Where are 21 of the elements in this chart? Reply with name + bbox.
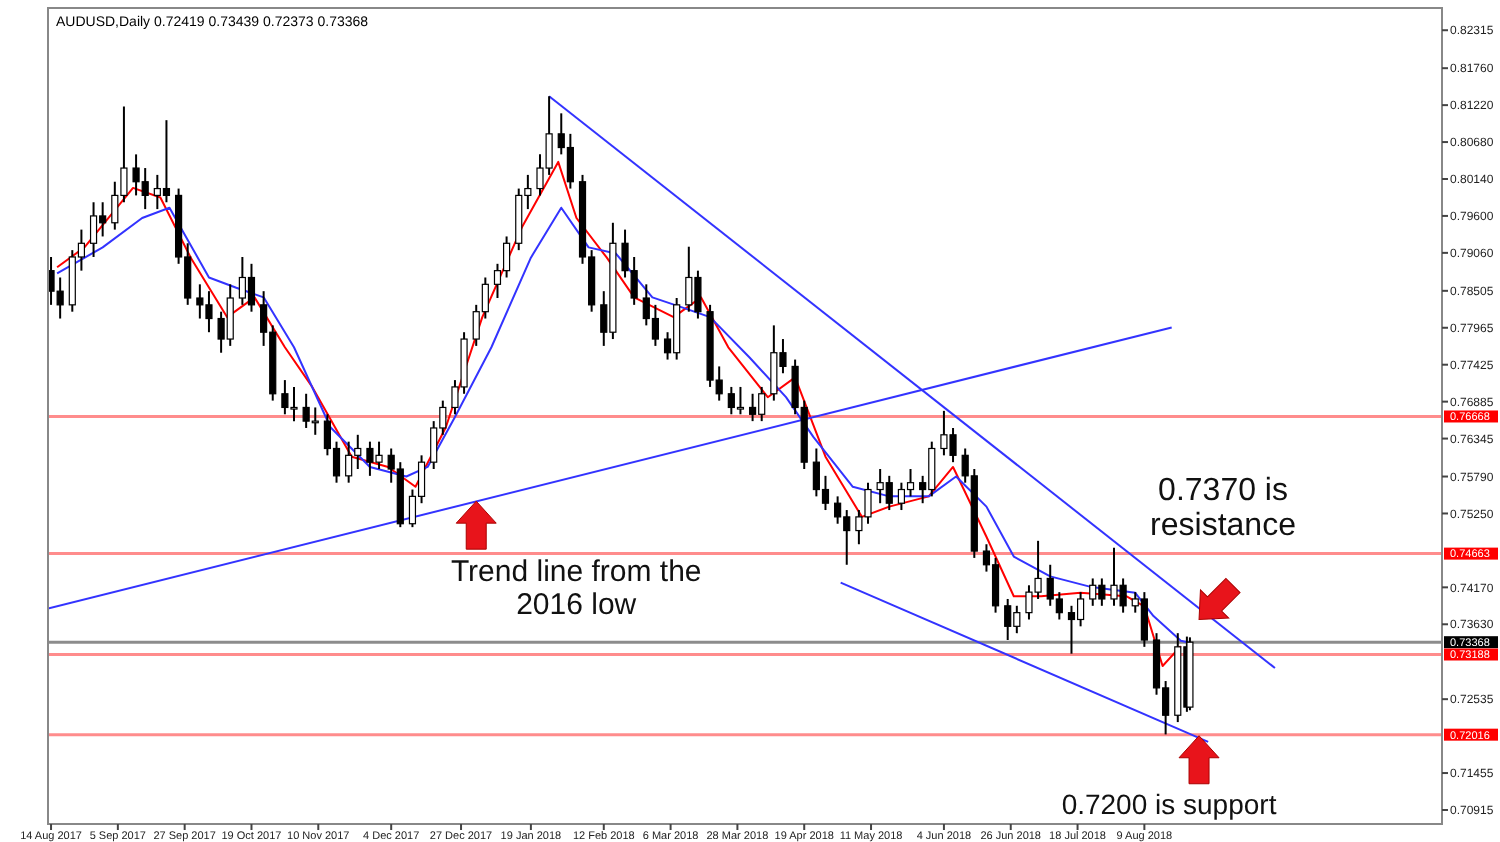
candlestick (1067, 604, 1076, 655)
annotation: 0.7200 is support (1061, 787, 1277, 820)
candlestick (89, 201, 98, 258)
candlestick (906, 468, 915, 498)
candlestick (566, 132, 574, 190)
candlestick (502, 235, 511, 279)
annotation: Trend line from the 2016 low (450, 555, 702, 623)
candlestick (56, 276, 64, 320)
candlestick (1076, 591, 1085, 628)
candlestick (162, 119, 171, 204)
candlestick (651, 303, 660, 347)
candlestick (834, 495, 842, 525)
candlestick (736, 385, 745, 416)
candlestick (748, 392, 757, 423)
annotation: 0.7370 is resistance (1150, 474, 1297, 544)
candlestick (897, 481, 906, 512)
candlestick (1140, 591, 1148, 648)
candlestick (345, 440, 353, 484)
candlestick (247, 262, 256, 313)
candlestick (1004, 597, 1012, 642)
candlestick (991, 556, 1000, 614)
